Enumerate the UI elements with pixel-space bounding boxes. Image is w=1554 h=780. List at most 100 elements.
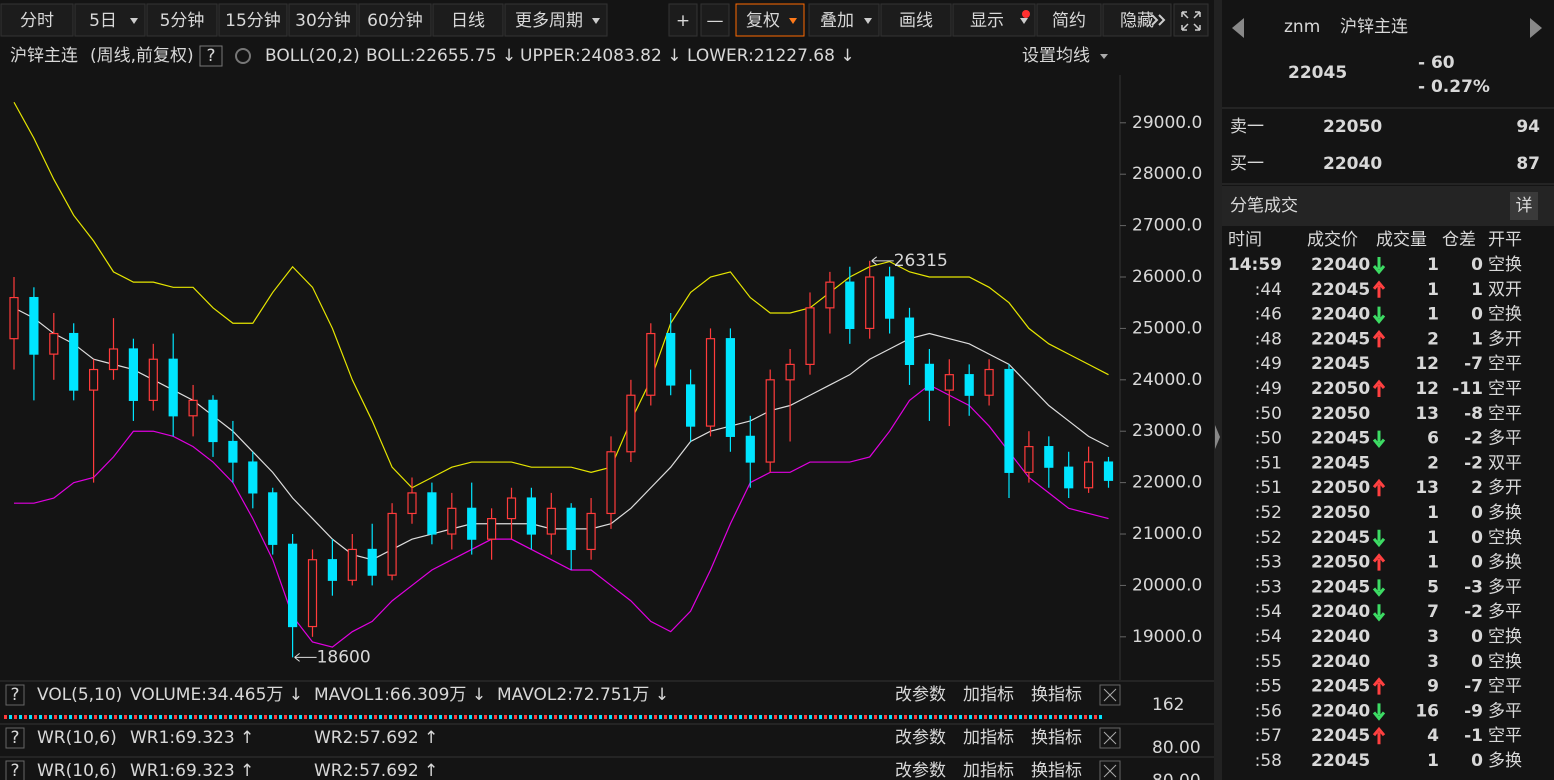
panel-button[interactable]: 换指标 [1031,728,1082,748]
trade-volume: 12 [1415,379,1439,399]
trade-price: 22045 [1311,429,1370,449]
fullscreen-button[interactable] [1173,3,1209,37]
toolbar-button[interactable] [880,3,952,37]
trade-arrow [1372,529,1386,548]
volume-strip [869,715,872,719]
volume-strip [79,715,82,719]
volume-strip [814,715,817,719]
volume-strip [274,715,277,719]
candle-body [984,368,994,396]
volume-strip [889,715,892,719]
trade-time: :49 [1255,354,1282,374]
volume-strip [369,715,372,719]
panel-button[interactable]: 换指标 [1031,761,1082,780]
volume-strip [399,715,402,719]
trade-time: :56 [1255,701,1282,721]
volume-strip [834,715,837,719]
book-qty: 87 [1516,154,1540,174]
trade-price: 22045 [1311,677,1370,697]
panel-button[interactable]: 加指标 [963,685,1014,705]
volume-strip [724,715,727,719]
trade-price: 22045 [1311,577,1370,597]
toolbar-button[interactable] [0,3,74,37]
candle-body [964,374,974,396]
volume-strip [639,715,642,719]
toolbar-button[interactable] [218,3,288,37]
volume-strip [634,715,637,719]
candle-body [288,543,298,628]
help-box[interactable] [199,45,223,67]
trade-price: 22050 [1311,503,1370,523]
volume-strip [459,715,462,719]
panel-button[interactable]: 改参数 [895,761,946,780]
candle-body [944,374,954,391]
toolbar-button[interactable] [1102,3,1172,37]
splitter-arrow [1215,425,1220,449]
toolbar-button[interactable] [146,3,218,37]
panel-button[interactable]: 换指标 [1031,685,1082,705]
candle-body [884,276,895,319]
trade-arrow [1372,604,1386,622]
volume-strip [49,715,52,719]
toolbar-button[interactable] [700,3,730,37]
trade-type: 空平 [1488,677,1522,697]
detail-button[interactable] [1510,192,1538,220]
book-side: 卖一 [1230,117,1264,137]
candle-body [506,497,517,520]
volume-strip [129,715,132,719]
trade-volume: 16 [1415,701,1439,721]
volume-strip [229,715,232,719]
volume-strip [669,715,672,719]
candle-body [347,548,357,581]
volume-strip [969,715,972,719]
trade-arrow [1372,280,1386,298]
volume-strip [259,715,262,719]
trade-type: 双开 [1488,280,1522,300]
volume-strip [144,715,147,719]
candle-body [128,348,138,401]
toolbar-button[interactable] [288,3,358,37]
indicator-text: WR2:57.692 ↑ [314,728,438,748]
prev-arrow[interactable] [1232,18,1244,38]
candle-body [1024,446,1034,473]
menu-caret [592,18,600,24]
panel-button[interactable]: 加指标 [963,761,1014,780]
toolbar-button[interactable] [1036,3,1102,37]
trade-volume: 9 [1427,677,1439,697]
volume-strip [594,715,597,719]
panel-button[interactable]: 加指标 [963,728,1014,748]
close-box [1099,727,1121,749]
indicator-text: WR1:69.323 ↑ [130,728,254,748]
toolbar-button[interactable] [504,3,608,37]
volume-strip [849,715,852,719]
book-price: 22050 [1323,117,1382,137]
next-arrow[interactable] [1530,18,1542,38]
volume-strip [674,715,677,719]
volume-strip [184,715,187,719]
panel-button[interactable]: 改参数 [895,728,946,748]
volume-strip [894,715,897,719]
panel-button[interactable]: 改参数 [895,685,946,705]
menu-caret [1020,18,1028,24]
volume-strip [659,715,662,719]
volume-strip [909,715,912,719]
toolbar-button[interactable] [952,3,1036,37]
gear-icon[interactable] [235,48,251,64]
volume-strip [1079,715,1082,719]
indicator-text: MAVOL2:72.751万 ↓ [497,685,669,705]
volume-strip [749,715,752,719]
trade-type: 多换 [1488,751,1522,771]
side-panel [1222,0,1554,780]
toolbar-button[interactable] [432,3,504,37]
volume-strip [944,715,947,719]
volume-strip [859,715,862,719]
volume-strip [654,715,657,719]
high-label: 26315 [894,251,948,271]
volume-strip [734,715,737,719]
candle-body [705,338,716,427]
detail[interactable]: 详 [1516,196,1533,216]
help: ? [10,728,19,748]
toolbar-button[interactable] [668,3,698,37]
toolbar-button[interactable] [358,3,432,37]
volume-strip [554,715,557,719]
